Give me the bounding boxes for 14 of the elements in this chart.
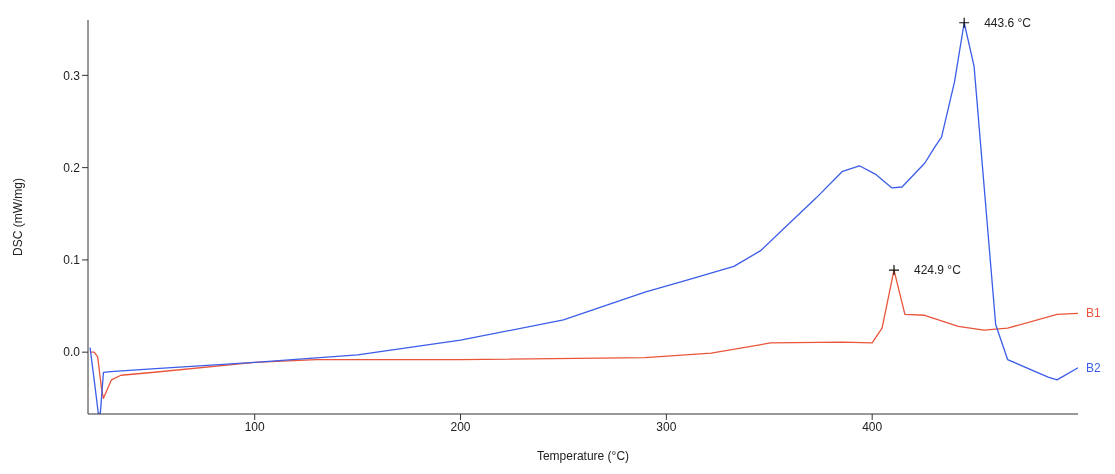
y-tick-label: 0.1 (63, 253, 81, 268)
y-tick-label: 0.0 (63, 345, 81, 360)
y-tick-label: 0.3 (63, 68, 81, 83)
x-tick-label: 300 (656, 419, 677, 434)
y-axis-title: DSC (mW/mg) (11, 178, 26, 256)
series-label: B2 (1086, 360, 1101, 375)
annotation: 443.6 °C (984, 15, 1032, 30)
x-tick-label: 400 (862, 419, 883, 434)
x-tick-label: 100 (244, 419, 266, 434)
x-axis-title: Temperature (°C) (536, 449, 630, 463)
y-tick-label: 0.2 (63, 160, 81, 175)
x-tick-label: 200 (450, 419, 471, 434)
annotation: 424.9 °C (914, 263, 962, 278)
series-label: B1 (1086, 306, 1101, 321)
